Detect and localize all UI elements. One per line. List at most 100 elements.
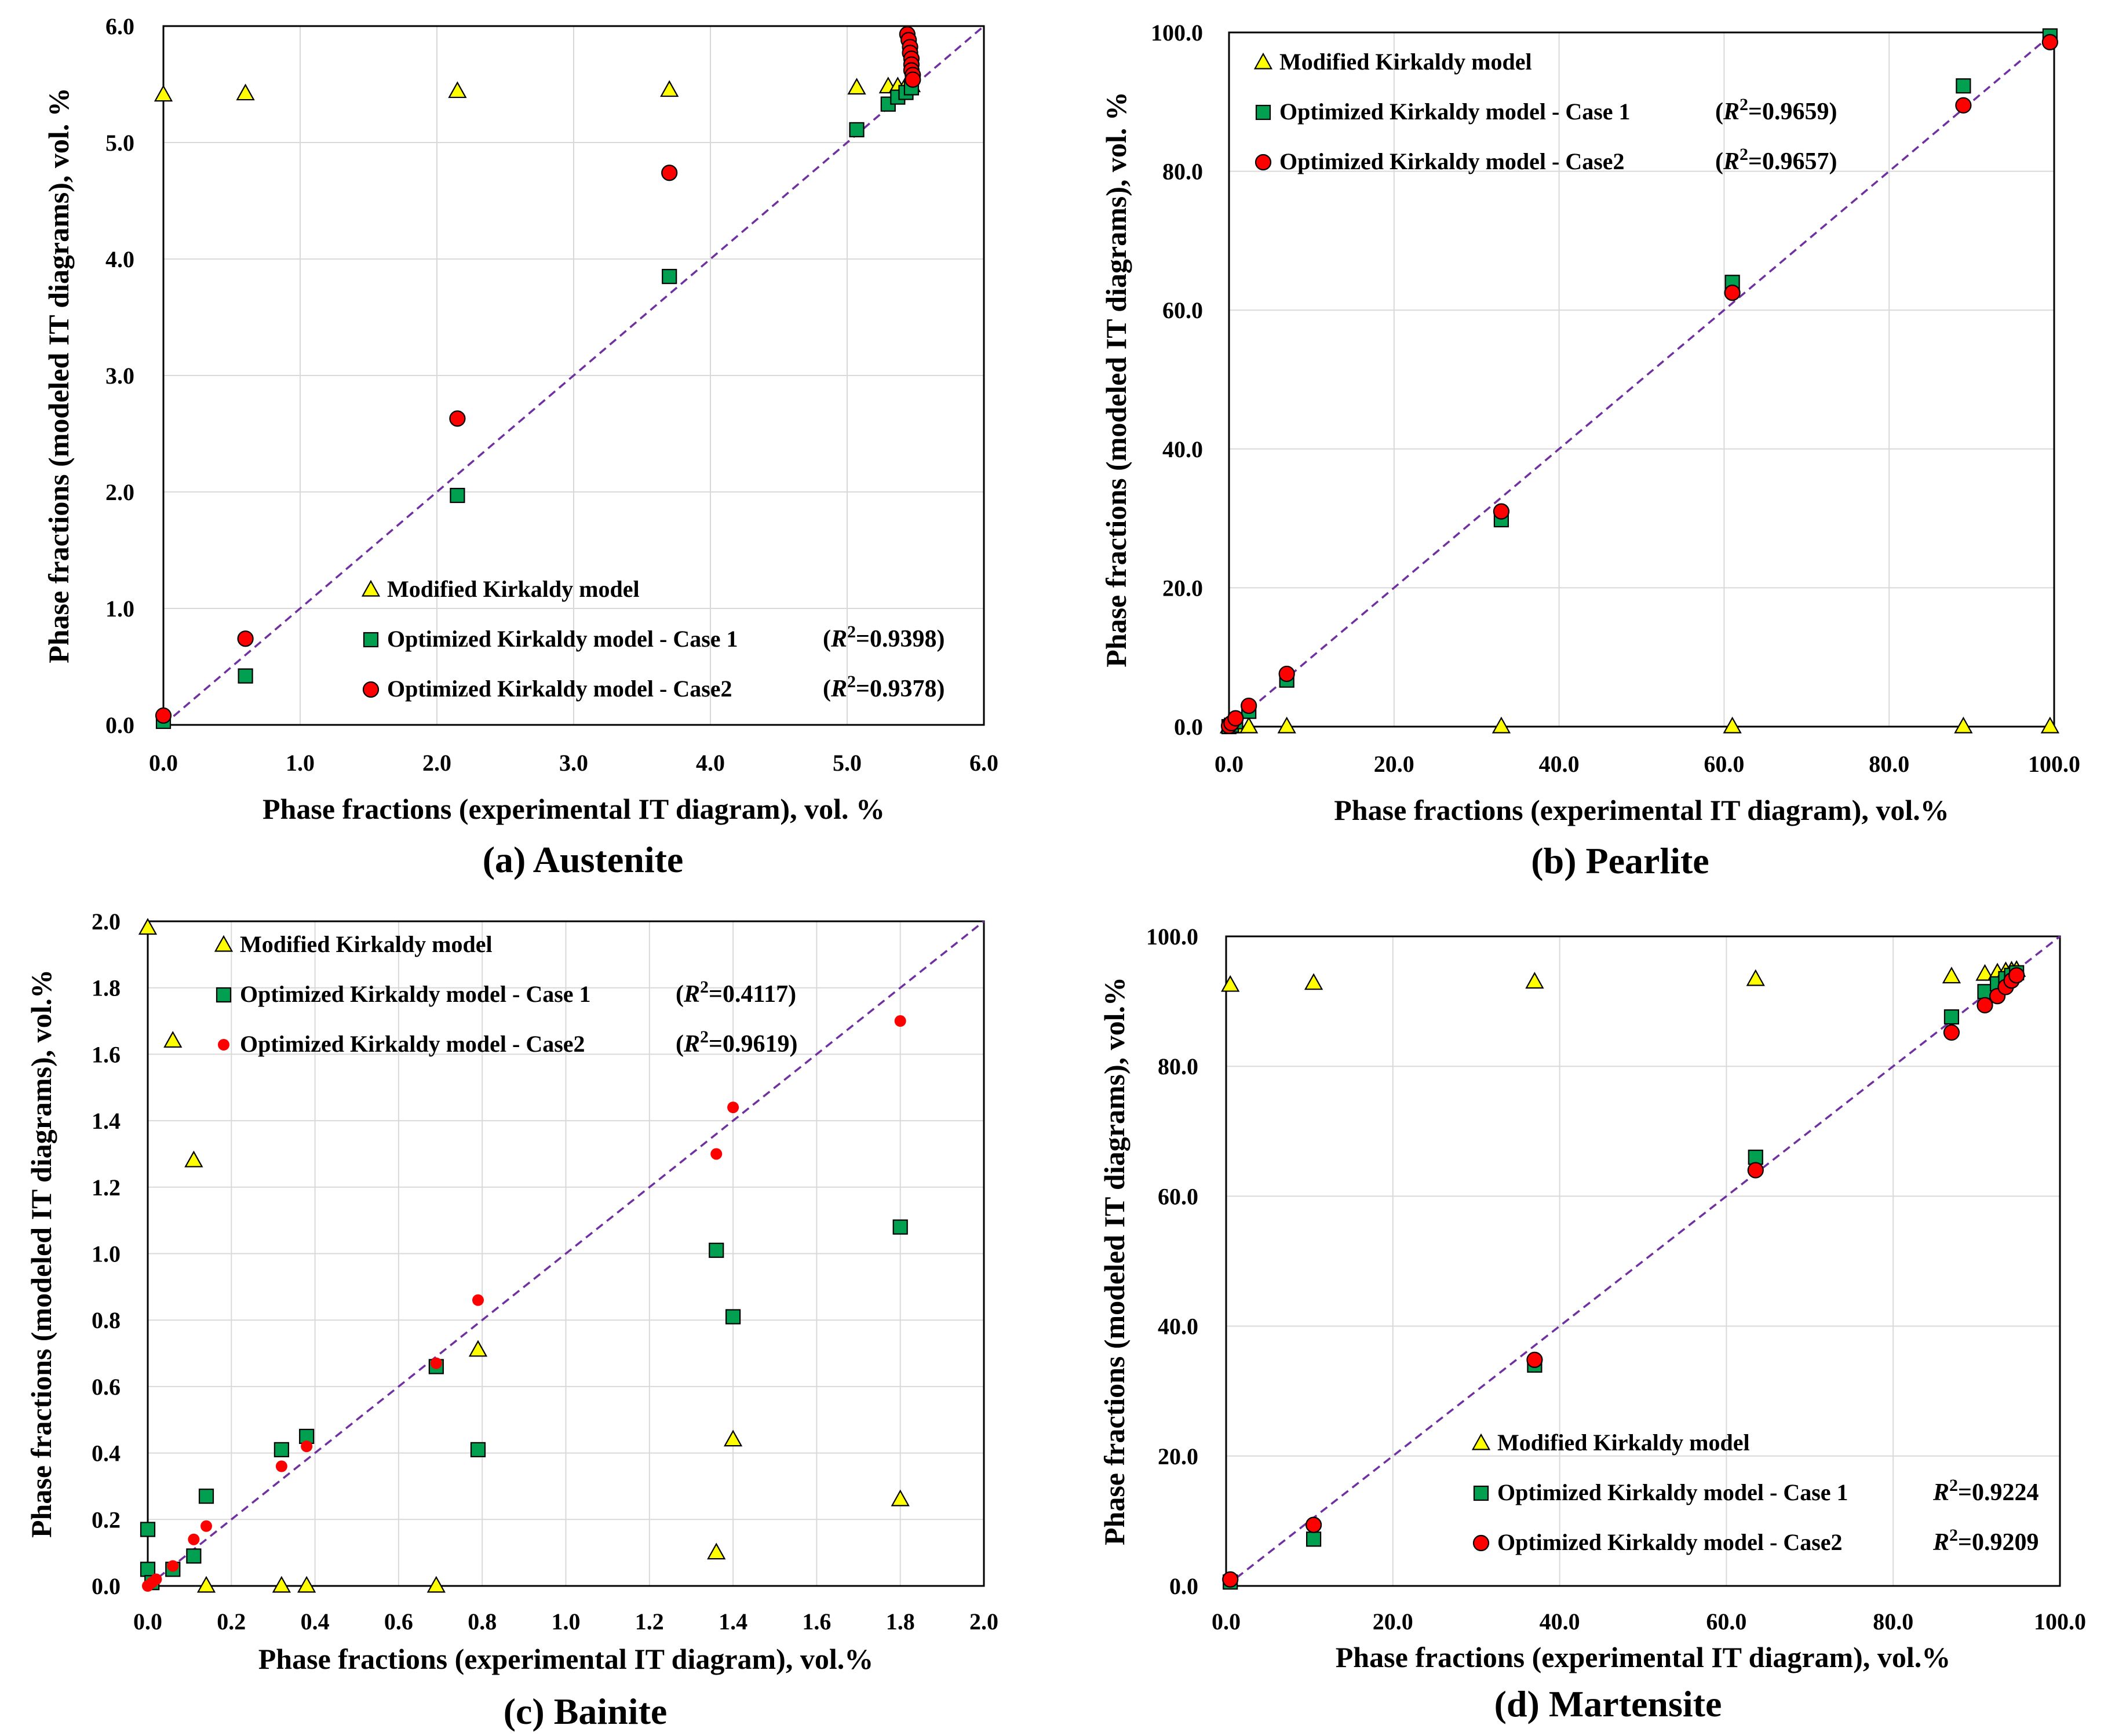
y-tick-label: 1.0 xyxy=(105,596,134,622)
data-point-modified xyxy=(1492,716,1511,734)
data-point-case2 xyxy=(301,1440,313,1453)
data-point-case2 xyxy=(1278,665,1295,683)
x-tick-label: 6.0 xyxy=(969,750,998,776)
diagonal-line xyxy=(1228,31,2055,728)
data-point-modified xyxy=(426,1575,446,1593)
panel-austenite: 0.0 1.0 2.0 3.0 4.0 5.0 6.0 0.0 1.0 2.0 3.0 4.0 5.0 6… xyxy=(42,13,998,880)
data-point-case1 xyxy=(198,1489,214,1504)
legend-marker-case2 xyxy=(218,1039,229,1051)
x-tick-label: 1.4 xyxy=(719,1609,747,1635)
data-point-modified xyxy=(184,1150,203,1168)
y-tick-label: 0.0 xyxy=(105,712,134,738)
data-point-modified xyxy=(297,1575,316,1593)
data-point-case1 xyxy=(186,1548,202,1564)
y-tick-label: 40.0 xyxy=(1158,1314,1198,1340)
data-point-modified xyxy=(154,85,173,102)
diagonal-line xyxy=(162,25,985,726)
data-point-case2 xyxy=(1222,1571,1239,1588)
y-tick-label: 0.6 xyxy=(92,1374,121,1400)
data-point-case2 xyxy=(894,1015,906,1027)
data-point-modified xyxy=(468,1340,488,1357)
y-axis-label: Phase fractions (modeled IT diagrams), v… xyxy=(42,87,75,663)
legend-marker-case2 xyxy=(362,681,380,698)
legend-label-case2: Optimized Kirkaldy model - Case2 xyxy=(240,1031,585,1057)
data-point-modified xyxy=(1304,973,1323,990)
x-tick-label: 0.4 xyxy=(301,1609,330,1635)
data-point-case2 xyxy=(155,707,172,724)
legend-label-case1: Optimized Kirkaldy model - Case 1 xyxy=(387,626,738,652)
data-point-case2 xyxy=(1747,1162,1764,1179)
x-tick-label: 0.0 xyxy=(1212,1609,1241,1635)
y-tick-label: 20.0 xyxy=(1162,575,1203,601)
x-tick-label: 40.0 xyxy=(1540,1609,1580,1635)
data-point-modified xyxy=(1746,969,1765,986)
data-point-modified xyxy=(163,1031,183,1048)
legend-marker-case2 xyxy=(1472,1534,1490,1552)
data-point-modified xyxy=(723,1429,743,1447)
legend-label-case2: Optimized Kirkaldy model - Case2 xyxy=(1497,1529,1843,1555)
y-tick-label: 60.0 xyxy=(1162,297,1203,323)
legend-label-modified: Modified Kirkaldy model xyxy=(240,931,493,957)
data-point-case1 xyxy=(140,1562,156,1577)
data-point-case2 xyxy=(167,1560,179,1572)
y-tick-label: 0.0 xyxy=(1169,1573,1198,1599)
y-tick-label: 1.4 xyxy=(92,1108,121,1134)
legend-label-modified: Modified Kirkaldy model xyxy=(1279,49,1532,75)
legend-marker-modified xyxy=(1253,52,1273,70)
y-tick-label: 1.2 xyxy=(92,1175,121,1201)
data-point-modified xyxy=(1954,716,1973,734)
y-tick-label: 5.0 xyxy=(105,130,134,156)
x-axis-label: Phase fractions (experimental IT diagram… xyxy=(1336,1641,1950,1673)
panel-caption: (a) Austenite xyxy=(483,839,684,880)
legend-r2-case2: (R2=0.9619) xyxy=(676,1027,797,1057)
legend-r2-case2: (R2=0.9378) xyxy=(823,672,945,702)
legend-marker-case1 xyxy=(363,632,379,648)
legend-r2-case2: (R2=0.9657) xyxy=(1715,145,1837,175)
x-tick-label: 1.0 xyxy=(286,750,315,776)
legend-label-modified: Modified Kirkaldy model xyxy=(1497,1429,1750,1456)
x-tick-label: 20.0 xyxy=(1373,1609,1413,1635)
y-tick-label: 0.0 xyxy=(92,1573,121,1599)
data-point-modified xyxy=(1277,716,1296,734)
data-point-modified xyxy=(2040,716,2060,734)
x-tick-label: 60.0 xyxy=(1706,1609,1746,1635)
y-tick-label: 0.0 xyxy=(1174,714,1203,740)
data-point-case2 xyxy=(188,1533,200,1545)
data-point-case1 xyxy=(1943,1009,1960,1025)
data-point-case2 xyxy=(1977,997,1993,1013)
legend-r2-case1: (R2=0.4117) xyxy=(676,978,796,1008)
y-tick-label: 1.6 xyxy=(92,1041,121,1067)
data-point-case2 xyxy=(1526,1351,1543,1368)
y-tick-label: 4.0 xyxy=(105,246,134,272)
x-tick-label: 60.0 xyxy=(1704,751,1744,777)
x-tick-label: 1.8 xyxy=(886,1609,915,1635)
legend-marker-modified xyxy=(1471,1433,1491,1450)
data-point-case1 xyxy=(470,1442,486,1457)
plot-frame xyxy=(147,920,985,1587)
data-point-case2 xyxy=(275,1460,287,1472)
diagonal-line xyxy=(1225,935,2061,1587)
x-tick-label: 1.6 xyxy=(802,1609,831,1635)
data-point-case2 xyxy=(661,165,678,181)
y-tick-label: 80.0 xyxy=(1162,159,1203,185)
panel-bainite: 0.0 0.2 0.4 0.6 0.8 1.0 1.2 1.4 1.6 1.8 2.0 0.0 0.2 0… xyxy=(25,909,998,1732)
legend-label-case1: Optimized Kirkaldy model - Case 1 xyxy=(240,981,591,1007)
x-tick-label: 80.0 xyxy=(1869,751,1909,777)
diagonal-line xyxy=(147,920,985,1587)
data-point-case1 xyxy=(892,1219,908,1235)
y-tick-label: 0.8 xyxy=(92,1307,121,1333)
y-tick-label: 0.2 xyxy=(92,1507,121,1533)
x-tick-label: 0.0 xyxy=(149,750,178,776)
data-point-modified xyxy=(1525,972,1544,989)
y-tick-label: 6.0 xyxy=(105,13,134,39)
data-point-case2 xyxy=(905,71,921,88)
y-axis-label: Phase fractions (modeled IT diagrams), v… xyxy=(1100,92,1132,667)
x-tick-label: 40.0 xyxy=(1539,751,1580,777)
y-tick-label: 100.0 xyxy=(1151,20,1203,46)
y-tick-label: 2.0 xyxy=(92,909,121,935)
data-point-case2 xyxy=(430,1357,442,1369)
panel-caption: (d) Martensite xyxy=(1494,1683,1722,1724)
data-point-case1 xyxy=(274,1442,289,1457)
legend-marker-case1 xyxy=(1473,1485,1489,1501)
